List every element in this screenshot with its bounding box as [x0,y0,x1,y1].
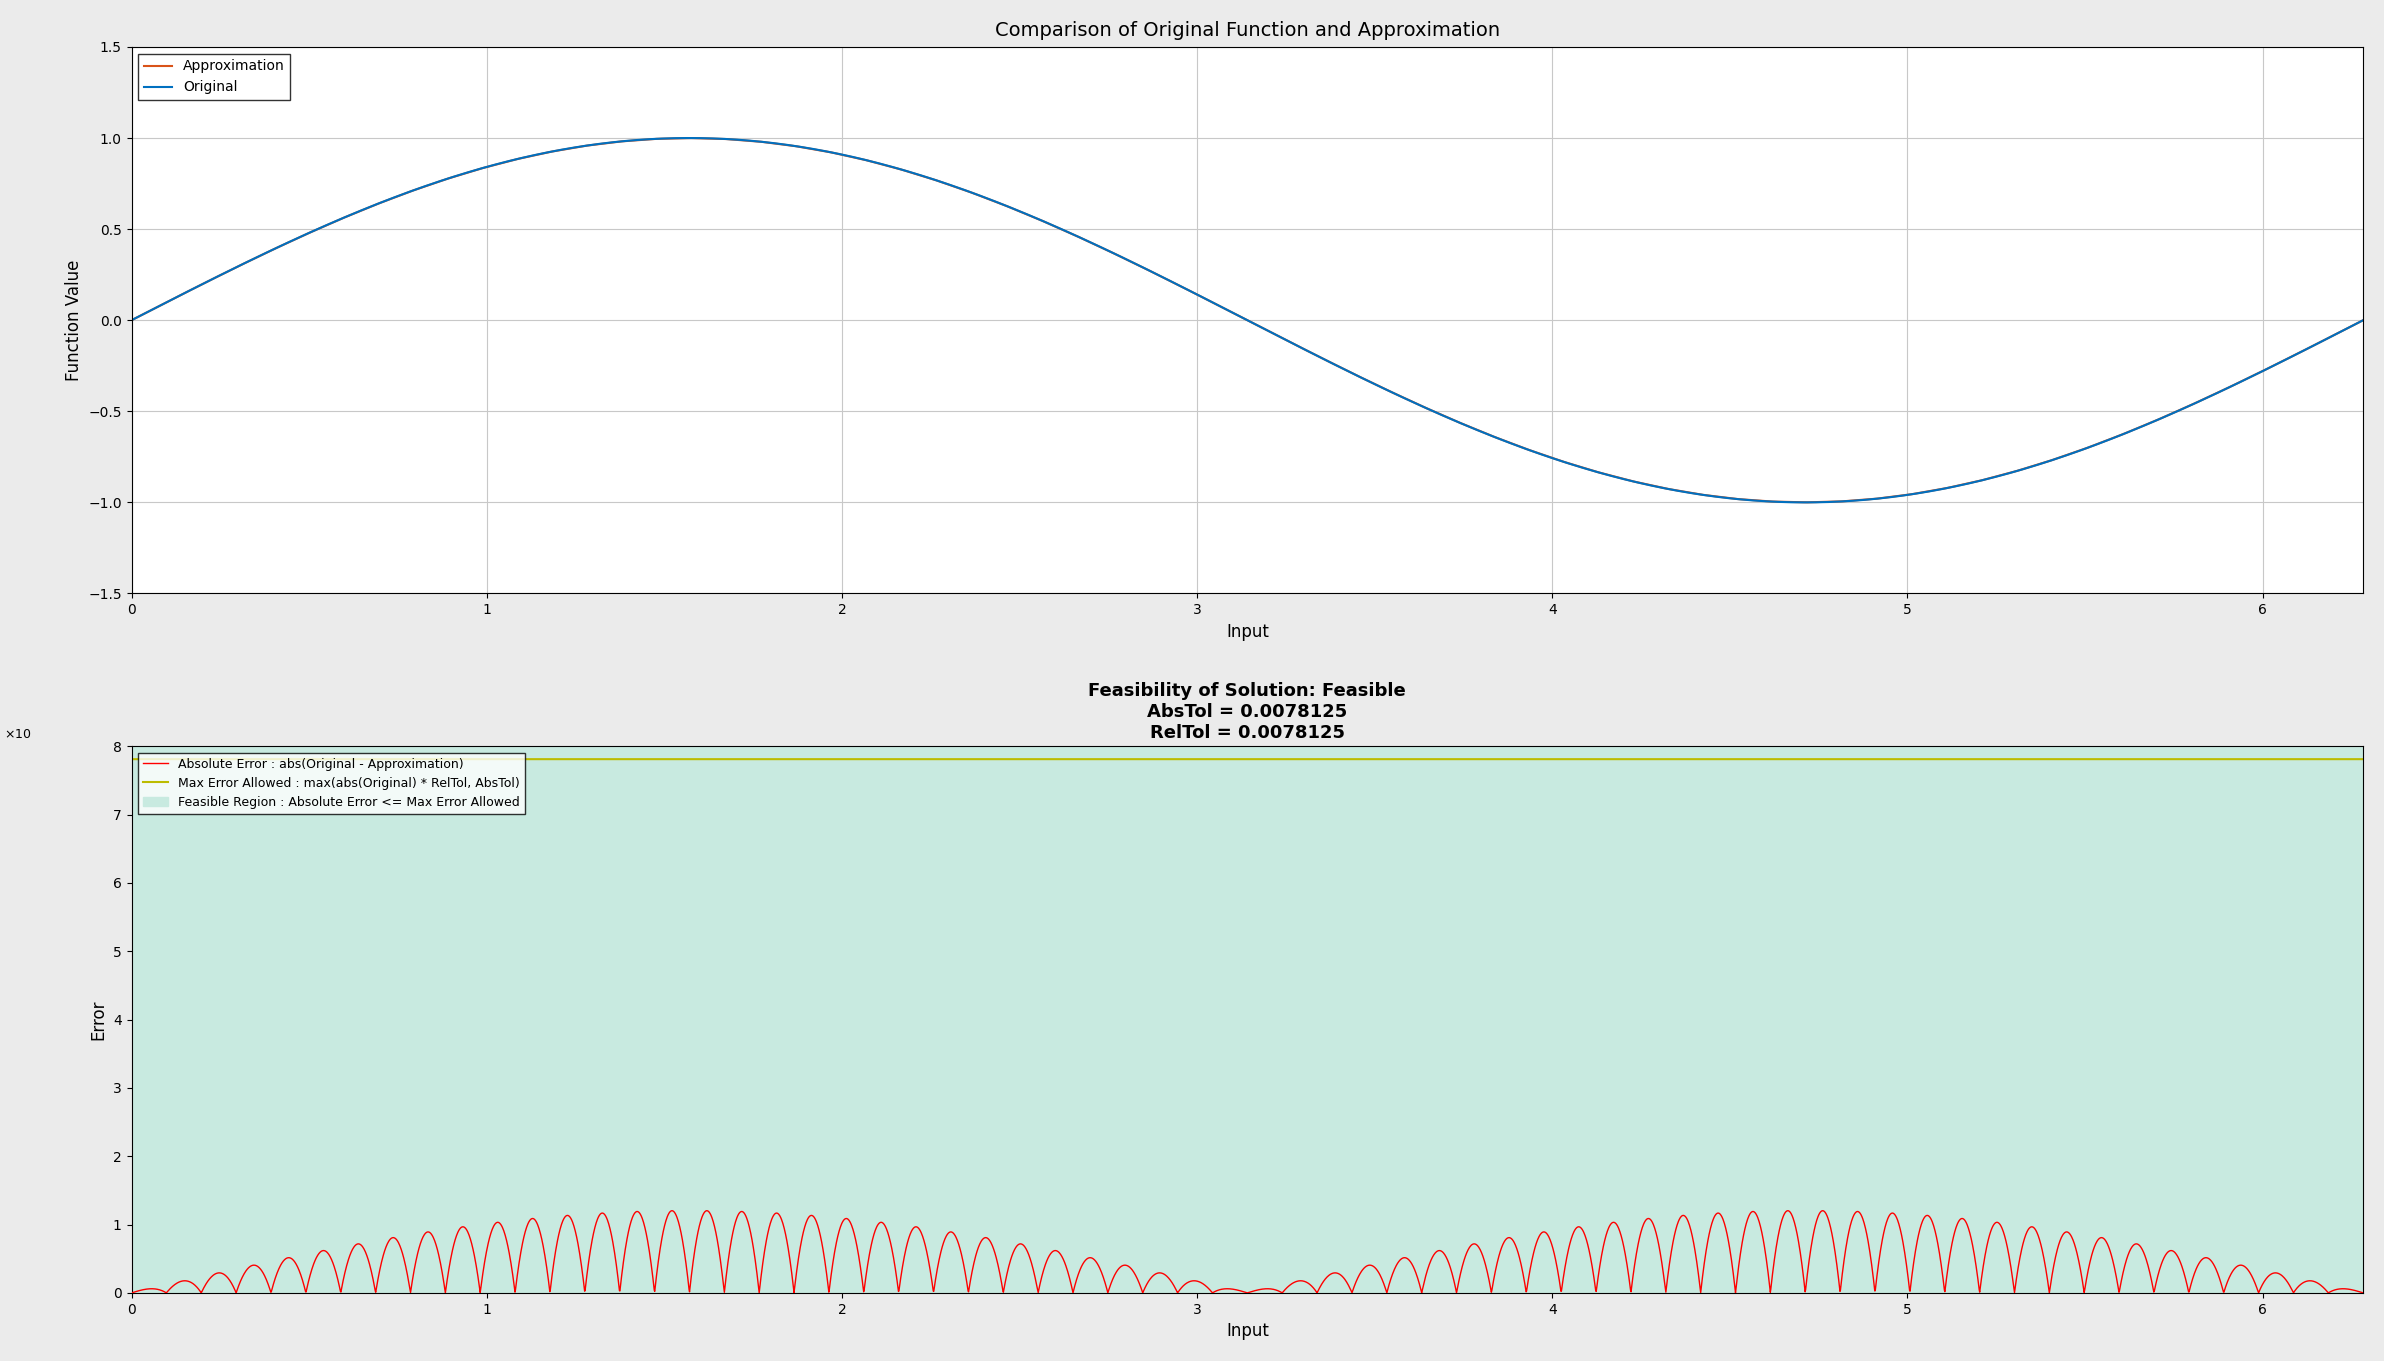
Original [675,129,703,146]
Original [1790,494,1819,510]
Approximation [1457,419,1485,436]
Absolute Error : abs(Original - Approximation): (4.09, 0.901): abs(Original - Approximation): (4.09, 0.… [1569,1224,1597,1240]
Max Error Allowed : max(abs(Original) * RelTol, AbsTol): (5.17, 7.81): max(abs(Original) * RelTol, AbsTol): (5.… [1952,751,1981,768]
Absolute Error : abs(Original - Approximation): (0, 0): abs(Original - Approximation): (0, 0) [117,1285,145,1301]
Original [1783,494,1812,510]
Max Error Allowed : max(abs(Original) * RelTol, AbsTol): (4.69, 7.81): max(abs(Original) * RelTol, AbsTol): (4.… [1783,751,1812,768]
Title: Feasibility of Solution: Feasible
AbsTol = 0.0078125
RelTol = 0.0078125: Feasibility of Solution: Feasible AbsTol… [1089,682,1407,742]
Original [970,189,999,206]
Absolute Error : abs(Original - Approximation): (1.14, 1.02): abs(Original - Approximation): (1.14, 1.… [522,1215,551,1232]
Original [1952,475,1981,491]
Approximation [1790,494,1819,510]
Absolute Error : abs(Original - Approximation): (4.69, 0.862): abs(Original - Approximation): (4.69, 0.… [1783,1226,1812,1243]
Original [2348,312,2377,328]
Max Error Allowed : max(abs(Original) * RelTol, AbsTol): (4.09, 7.81): max(abs(Original) * RelTol, AbsTol): (4.… [1569,751,1597,768]
Original [522,147,551,163]
Approximation [1783,494,1812,510]
Y-axis label: Error: Error [88,999,107,1040]
Absolute Error : abs(Original - Approximation): (6.28, 0): abs(Original - Approximation): (6.28, 0) [2348,1285,2377,1301]
Line: Approximation: Approximation [131,137,2363,502]
Original [1569,460,1597,476]
Absolute Error : abs(Original - Approximation): (1.62, 1.2): abs(Original - Approximation): (1.62, 1.… [694,1203,722,1219]
Y-axis label: Function Value: Function Value [64,260,83,381]
Approximation [1952,475,1981,491]
Approximation [522,147,551,163]
Max Error Allowed : max(abs(Original) * RelTol, AbsTol): (6.28, 7.81): max(abs(Original) * RelTol, AbsTol): (6.… [2348,751,2377,768]
Max Error Allowed : max(abs(Original) * RelTol, AbsTol): (1.14, 7.81): max(abs(Original) * RelTol, AbsTol): (1.… [522,751,551,768]
Approximation [117,312,145,328]
X-axis label: Input: Input [1225,623,1268,641]
Original [1457,419,1485,436]
X-axis label: Input: Input [1225,1322,1268,1341]
Absolute Error : abs(Original - Approximation): (2.4, 0.806): abs(Original - Approximation): (2.4, 0.8… [970,1229,999,1245]
Absolute Error : abs(Original - Approximation): (5.17, 1.01): abs(Original - Approximation): (5.17, 1.… [1952,1215,1981,1232]
Legend: Absolute Error : abs(Original - Approximation), Max Error Allowed : max(abs(Orig: Absolute Error : abs(Original - Approxim… [138,753,524,814]
Approximation [970,189,999,206]
Approximation [2348,312,2377,328]
Max Error Allowed : max(abs(Original) * RelTol, AbsTol): (2.4, 7.81): max(abs(Original) * RelTol, AbsTol): (2.… [970,751,999,768]
Title: Comparison of Original Function and Approximation: Comparison of Original Function and Appr… [994,20,1500,39]
Legend: Approximation, Original: Approximation, Original [138,54,291,99]
Approximation [675,129,703,146]
Absolute Error : abs(Original - Approximation): (3.77, 0.683): abs(Original - Approximation): (3.77, 0.… [1457,1239,1485,1255]
Text: $\times$10: $\times$10 [2,728,31,740]
Line: Original: Original [131,137,2363,502]
Approximation [1569,460,1597,476]
Original [117,312,145,328]
Max Error Allowed : max(abs(Original) * RelTol, AbsTol): (0, 7.81): max(abs(Original) * RelTol, AbsTol): (0,… [117,751,145,768]
Max Error Allowed : max(abs(Original) * RelTol, AbsTol): (3.77, 7.81): max(abs(Original) * RelTol, AbsTol): (3.… [1457,751,1485,768]
Line: Absolute Error : abs(Original - Approximation): Absolute Error : abs(Original - Approxim… [131,1211,2363,1293]
